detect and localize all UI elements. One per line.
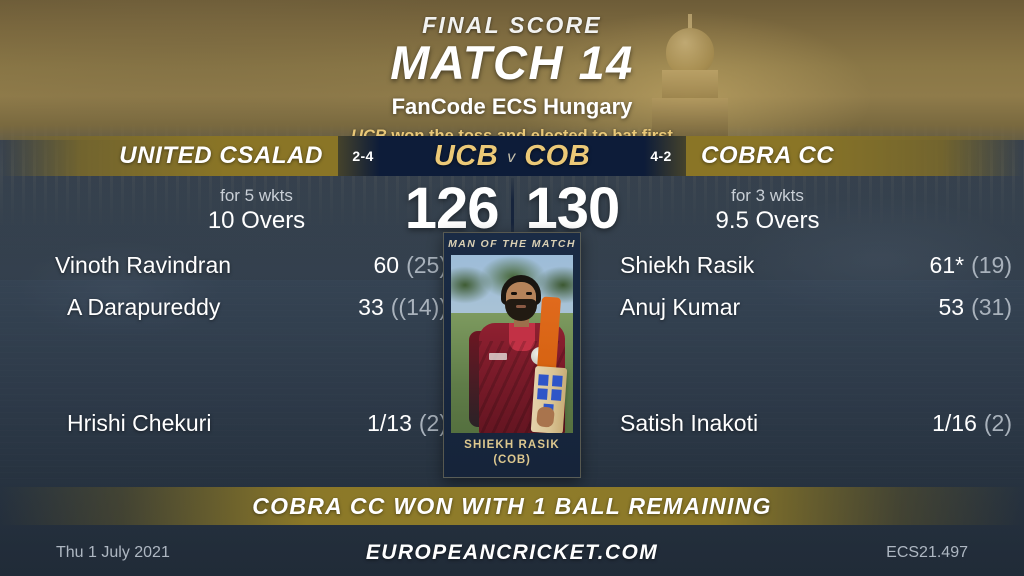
score-divider bbox=[510, 178, 514, 242]
batsman-balls: (31) bbox=[971, 294, 1012, 320]
left-total-runs: 126 bbox=[404, 176, 500, 241]
batsman-balls: (25) bbox=[406, 252, 447, 278]
dome-spire bbox=[688, 14, 692, 32]
motm-title: MAN OF THE MATCH bbox=[448, 238, 576, 250]
result-text: COBRA CC WON WITH 1 BALL REMAINING bbox=[252, 492, 772, 519]
right-team-record: 4-2 bbox=[650, 148, 672, 164]
left-wickets: for 5 wkts bbox=[220, 185, 293, 205]
player-eye-right bbox=[526, 292, 532, 295]
right-team-name: COBRA CC bbox=[701, 142, 835, 169]
team-banner: UNITED CSALAD 2-4 UCB v COB 4-2 COBRA CC bbox=[0, 136, 1024, 176]
team-codes-panel bbox=[338, 136, 686, 176]
right-wickets: for 3 wkts bbox=[731, 185, 804, 205]
bowler-overs: (2) bbox=[983, 410, 1012, 436]
bowler-figures: 1/13 bbox=[367, 410, 412, 436]
player-stats: Vinoth Ravindran 60 (25) A Darapureddy 3… bbox=[0, 252, 1024, 464]
left-team-code: UCB bbox=[433, 139, 499, 172]
right-total-runs: 130 bbox=[525, 176, 621, 241]
player-figure bbox=[451, 255, 573, 433]
left-team-record: 2-4 bbox=[352, 148, 374, 164]
footer: Thu 1 July 2021 EUROPEANCRICKET.COM ECS2… bbox=[0, 530, 1024, 576]
match-date: Thu 1 July 2021 bbox=[56, 544, 170, 561]
team-codes: UCB v COB bbox=[389, 140, 635, 173]
website-label: EUROPEANCRICKET.COM bbox=[365, 541, 659, 564]
player-mouth bbox=[516, 305, 526, 308]
series-name: FanCode ECS Hungary bbox=[391, 93, 633, 119]
batsman-row: A Darapureddy 33 ((14)) bbox=[55, 294, 447, 336]
right-innings-info: for 3 wkts 9.5 Overs bbox=[674, 185, 862, 238]
man-of-the-match-card: MAN OF THE MATCH bbox=[443, 232, 581, 478]
match-number: MATCH 14 bbox=[390, 36, 634, 89]
batsman-row: Vinoth Ravindran 60 (25) bbox=[55, 252, 447, 294]
bowler-name: Satish Inakoti bbox=[620, 410, 759, 436]
dome-cap bbox=[666, 28, 714, 76]
versus-label: v bbox=[507, 148, 516, 166]
bowler-name: Hrishi Chekuri bbox=[67, 410, 212, 436]
jersey-brand-mark bbox=[489, 353, 507, 360]
bowler-overs: (2) bbox=[418, 410, 447, 436]
batsman-name: Vinoth Ravindran bbox=[55, 252, 232, 278]
left-team-name: UNITED CSALAD bbox=[119, 142, 323, 169]
left-overs: 10 Overs bbox=[207, 207, 306, 234]
left-team-stats: Vinoth Ravindran 60 (25) A Darapureddy 3… bbox=[55, 252, 447, 436]
score-row: for 5 wkts 10 Overs 126 130 for 3 wkts 9… bbox=[0, 176, 1024, 242]
batsman-runs: 53 bbox=[938, 294, 965, 320]
motm-player-team: (COB) bbox=[493, 454, 531, 466]
batsman-balls: ((14)) bbox=[390, 294, 447, 320]
player-beard bbox=[505, 299, 537, 321]
batsman-name: A Darapureddy bbox=[67, 294, 221, 320]
background-basilica-dome bbox=[648, 14, 732, 136]
batsman-row: Anuj Kumar 53 (31) bbox=[620, 294, 1012, 336]
bowler-row: Hrishi Chekuri 1/13 (2) bbox=[55, 410, 447, 452]
batsman-name: Shiekh Rasik bbox=[620, 252, 755, 278]
batsman-runs: 33 bbox=[358, 294, 384, 320]
right-team-code: COB bbox=[524, 139, 591, 172]
batsman-balls: (19) bbox=[971, 252, 1012, 278]
motm-player-name: SHIEKH RASIK bbox=[464, 439, 560, 451]
batsman-runs: 60 bbox=[373, 252, 400, 278]
player-eye-left bbox=[511, 292, 517, 295]
right-overs: 9.5 Overs bbox=[715, 207, 820, 234]
bowler-row: Satish Inakoti 1/16 (2) bbox=[620, 410, 1012, 452]
dome-base bbox=[652, 98, 728, 136]
bowler-figures: 1/16 bbox=[932, 410, 977, 436]
right-team-stats: Shiekh Rasik 61* (19) Anuj Kumar 53 (31)… bbox=[620, 252, 1012, 436]
final-score-label: FINAL SCORE bbox=[422, 12, 602, 38]
header: FINAL SCORE MATCH 14 FanCode ECS Hungary… bbox=[0, 0, 1024, 146]
dome-drum bbox=[662, 70, 718, 100]
player-hand bbox=[536, 406, 555, 428]
batsman-runs: 61* bbox=[929, 252, 965, 278]
batsman-row: Shiekh Rasik 61* (19) bbox=[620, 252, 1012, 294]
batsman-name: Anuj Kumar bbox=[620, 294, 741, 320]
left-innings-info: for 5 wkts 10 Overs bbox=[163, 185, 351, 238]
motm-photo bbox=[451, 255, 573, 433]
result-banner: COBRA CC WON WITH 1 BALL REMAINING bbox=[0, 487, 1024, 525]
match-code: ECS21.497 bbox=[886, 544, 968, 561]
